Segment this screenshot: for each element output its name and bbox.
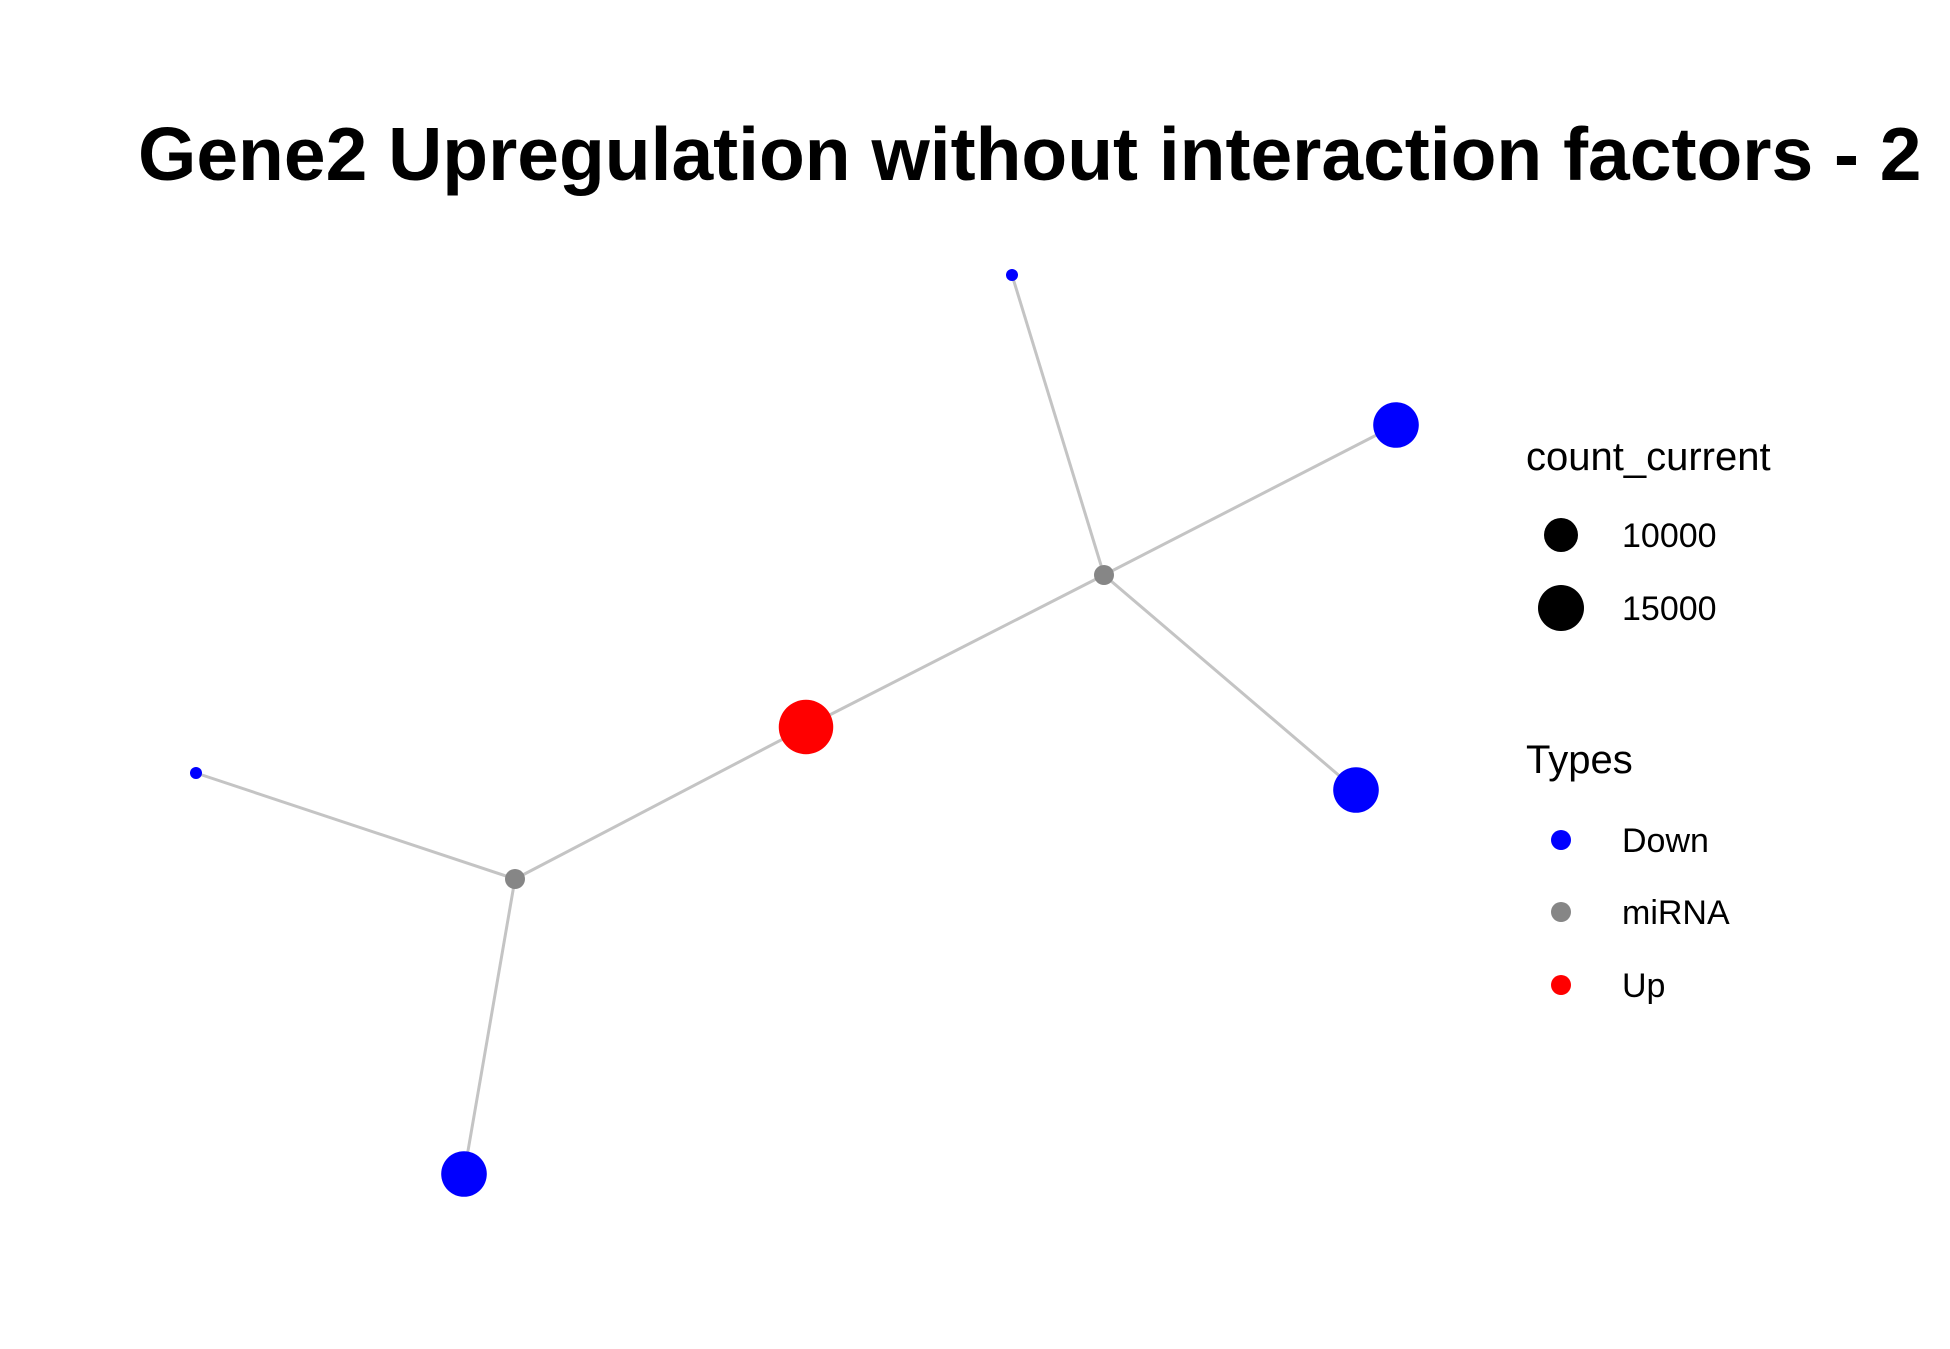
legend-type-entries: Down miRNA Up — [1551, 822, 1730, 1005]
legend-type-key-mirna — [1551, 902, 1571, 922]
diagram-title: Gene2 Upregulation without interaction f… — [138, 112, 1922, 196]
legend-type-label-mirna: miRNA — [1622, 894, 1730, 932]
legend: count_current 10000 15000 Types Down miRNA… — [1526, 435, 1771, 1005]
edge-mir2-down_bottom — [462, 878, 517, 1175]
legend-size-key-15000 — [1538, 585, 1584, 631]
legend-size-label-10000: 10000 — [1622, 517, 1717, 555]
node-down_mid — [1333, 767, 1379, 813]
node-down_bottom — [441, 1151, 487, 1197]
node-down_top — [1006, 269, 1018, 281]
edge-mir1-down_mid — [1103, 573, 1357, 792]
legend-size-key-10000 — [1544, 518, 1578, 552]
edge-up1-mir2 — [514, 725, 807, 881]
legend-type-label-down: Down — [1622, 822, 1709, 860]
legend-size-title: count_current — [1526, 435, 1771, 479]
legend-type-key-up — [1551, 975, 1571, 995]
legend-type-label-up: Up — [1622, 967, 1665, 1005]
edge-up1-mir1 — [805, 573, 1105, 729]
legend-type-key-down — [1551, 830, 1571, 850]
node-layer — [190, 269, 1419, 1197]
legend-size-label-15000: 15000 — [1622, 590, 1717, 628]
node-mir2 — [505, 869, 525, 889]
node-up1 — [778, 699, 834, 755]
edge-layer — [195, 274, 1397, 1175]
edge-mir1-down_right — [1103, 423, 1397, 577]
legend-type-title: Types — [1526, 738, 1633, 782]
node-down_right — [1373, 402, 1419, 448]
node-mir1 — [1094, 565, 1114, 585]
legend-size-entries: 10000 15000 — [1538, 517, 1717, 631]
edge-mir1-down_top — [1010, 274, 1106, 576]
edge-mir2-down_left — [195, 771, 516, 881]
node-down_left — [190, 767, 202, 779]
